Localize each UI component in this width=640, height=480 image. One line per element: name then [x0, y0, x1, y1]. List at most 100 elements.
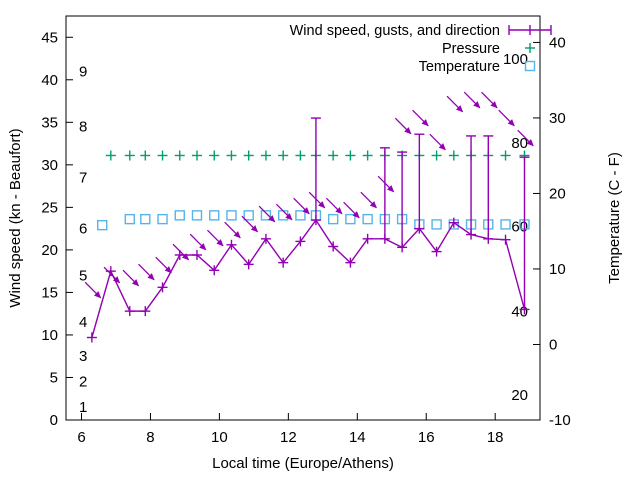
temperature-point — [295, 210, 306, 221]
pressure-point — [448, 150, 459, 161]
pressure-point — [500, 150, 511, 161]
wind-direction-arrow — [498, 109, 515, 127]
legend-marker-temperature — [524, 60, 536, 72]
wind-speed-point — [362, 233, 373, 244]
temperature-point — [191, 210, 203, 221]
x-tick-label: 8 — [146, 429, 154, 446]
beaufort-level-label: 2 — [79, 374, 87, 391]
y2-tick-label: -10 — [549, 412, 571, 429]
temperature-point — [124, 213, 135, 225]
wind-speed-point — [191, 249, 202, 260]
y-tick-label: 15 — [41, 284, 58, 301]
wind-speed-point — [226, 239, 237, 250]
wind-direction-arrow — [360, 191, 377, 209]
pressure-point — [157, 150, 168, 161]
wind-speed-point — [466, 229, 477, 240]
y-tick-label: 40 — [41, 72, 58, 89]
wind-direction-arrow — [241, 215, 259, 233]
gust-bar — [379, 147, 390, 239]
wind-direction-arrow — [122, 269, 140, 287]
legend-label: Pressure — [442, 41, 500, 57]
pressure-point — [191, 150, 202, 161]
pressure-point — [226, 150, 237, 161]
temperature-point — [96, 219, 108, 231]
pressure-point — [124, 150, 135, 161]
y-tick-label: 45 — [41, 29, 58, 46]
pressure-point — [105, 150, 116, 161]
wind-direction-arrow — [325, 197, 343, 215]
x-tick-label: 10 — [211, 429, 228, 446]
temperature-point — [140, 213, 151, 225]
x-tick-label: 14 — [349, 429, 366, 446]
wind-direction-arrow — [446, 95, 464, 113]
wind-speed-point — [431, 246, 442, 257]
pressure-point — [209, 150, 220, 161]
y2-axis-title: Temperature (C - F) — [606, 152, 623, 284]
temperature-point — [327, 213, 339, 225]
x-tick-label: 6 — [77, 429, 85, 446]
pressure-point — [431, 150, 442, 161]
y-axis-ticks: 0 5 10 15 20 25 30 35 40 45 — [41, 29, 73, 429]
legend-marker-wind — [508, 25, 552, 35]
gust-bar — [397, 151, 408, 248]
beaufort-level-label: 8 — [79, 119, 87, 136]
wind-direction-arrow — [481, 91, 498, 109]
wind-direction-arrow — [275, 203, 293, 221]
y-axis-title: Wind speed (kn - Beaufort) — [7, 128, 24, 307]
x-tick-label: 12 — [280, 429, 297, 446]
wind-speed-point — [140, 306, 151, 317]
wind-speed-line — [91, 218, 526, 338]
fahrenheit-level-label: 40 — [511, 303, 528, 320]
temperature-point — [431, 219, 442, 230]
y2-tick-label: 40 — [549, 34, 566, 51]
gust-bar — [519, 156, 530, 310]
y-tick-label: 10 — [41, 327, 58, 344]
wind-direction-arrow — [206, 229, 224, 247]
y-tick-label: 30 — [41, 157, 58, 174]
wind-speed-point — [209, 265, 220, 276]
pressure-point — [345, 150, 356, 161]
wind-speed-point — [295, 236, 306, 247]
wind-speed-point — [519, 304, 530, 315]
pressure-point — [260, 150, 271, 161]
wind-direction-arrow — [412, 109, 429, 127]
wind-speed-point — [397, 242, 408, 253]
legend-label: Temperature — [419, 59, 500, 75]
wind-direction-arrow — [517, 129, 534, 147]
wind-direction-arrow — [394, 117, 412, 135]
temperature-point — [209, 210, 220, 221]
wind-speed-point — [448, 217, 459, 228]
x-axis-title: Local time (Europe/Athens) — [212, 455, 394, 472]
wind-speed-point — [379, 233, 390, 244]
y-tick-label: 5 — [50, 369, 58, 386]
y2-tick-label: 0 — [549, 336, 557, 353]
y-tick-label: 25 — [41, 199, 58, 216]
gust-bar — [414, 133, 425, 229]
gust-bar — [483, 135, 494, 239]
wind-direction-arrow — [224, 221, 241, 239]
series-wind-speed — [86, 215, 530, 343]
y-tick-label: 35 — [41, 114, 58, 131]
temperature-point — [362, 213, 373, 225]
wind-direction-arrow — [84, 281, 102, 299]
wind-speed-point — [86, 332, 97, 343]
series-wind-gusts — [310, 117, 530, 310]
wind-direction-arrow — [189, 233, 207, 251]
pressure-point — [328, 150, 339, 161]
temperature-point — [174, 210, 185, 221]
wind-direction-arrow — [308, 191, 326, 209]
pressure-point — [362, 150, 373, 161]
temperature-point — [226, 210, 237, 221]
wind-speed-point — [414, 223, 425, 234]
wind-direction-arrow — [138, 263, 155, 281]
wind-direction-arrow — [429, 133, 446, 151]
wind-speed-point — [483, 233, 494, 244]
wind-speed-point — [310, 215, 321, 226]
gust-bar — [466, 135, 477, 235]
wind-speed-point — [500, 234, 511, 245]
y-tick-label: 20 — [41, 242, 58, 259]
wind-direction-arrow — [172, 243, 190, 261]
